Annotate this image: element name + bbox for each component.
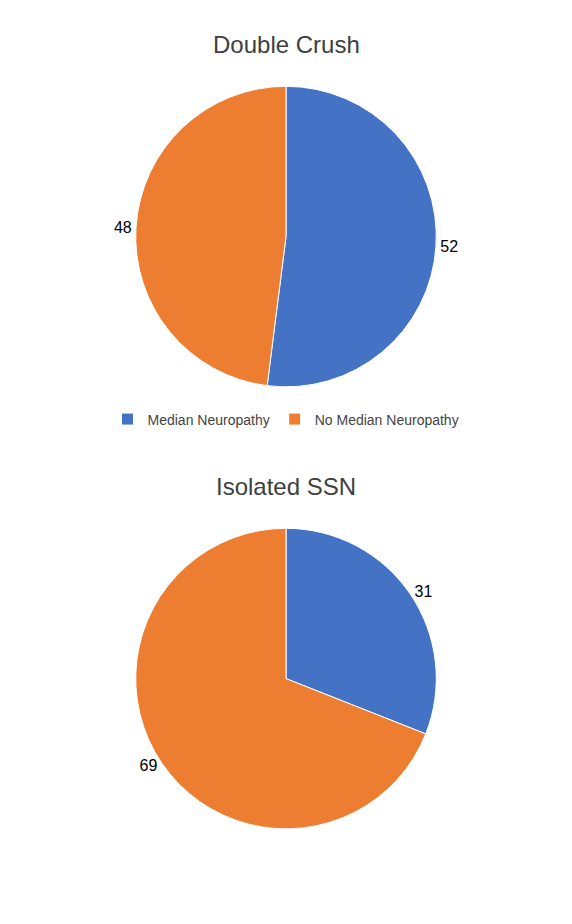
svg-text:31: 31	[415, 583, 433, 600]
svg-text:No Median Neuropathy: No Median Neuropathy	[315, 412, 459, 428]
svg-text:48: 48	[114, 219, 132, 236]
svg-text:52: 52	[440, 238, 458, 255]
svg-text:Isolated SSN: Isolated SSN	[216, 473, 356, 500]
svg-text:69: 69	[140, 757, 158, 774]
svg-text:Median Neuropathy: Median Neuropathy	[148, 412, 270, 428]
svg-text:Double Crush: Double Crush	[213, 31, 360, 58]
